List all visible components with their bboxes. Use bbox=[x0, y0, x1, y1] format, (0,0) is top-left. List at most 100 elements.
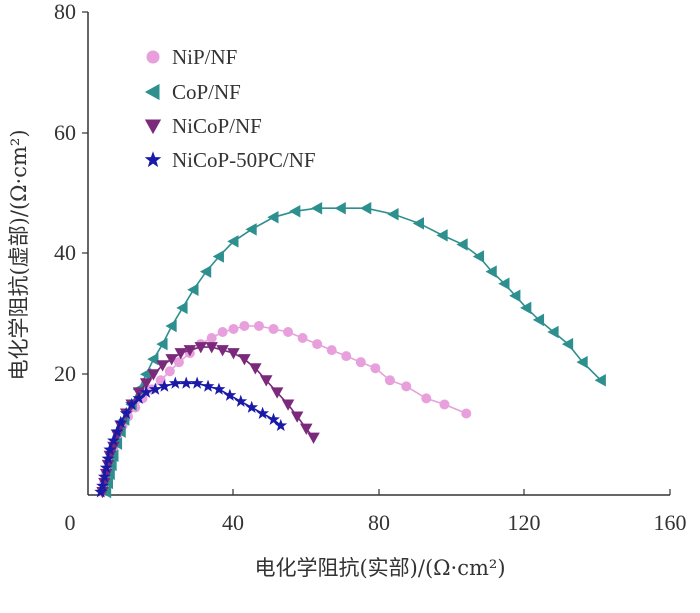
data-point-cop-nf bbox=[310, 201, 323, 215]
data-point-nicop-nf bbox=[174, 348, 188, 360]
data-point-cop-nf bbox=[360, 201, 372, 215]
data-point-nip-nf bbox=[355, 357, 366, 368]
data-point-nicop-nf bbox=[290, 411, 304, 423]
data-point-nicop-nf bbox=[194, 342, 208, 354]
series-nicop-50pc-nf bbox=[94, 376, 288, 498]
data-point-cop-nf bbox=[334, 201, 346, 215]
data-point-nip-nf bbox=[239, 320, 250, 331]
data-point-nicop-50pc-nf bbox=[274, 418, 288, 432]
data-point-nicop-nf bbox=[307, 432, 320, 444]
data-point-nicop-50pc-nf bbox=[125, 397, 139, 410]
legend-label-nicop-50pc: NiCoP-50PC/NF bbox=[172, 148, 316, 172]
data-point-nicop-50pc-nf bbox=[103, 442, 117, 456]
data-point-nicop-50pc-nf bbox=[99, 461, 113, 474]
data-point-nicop-nf bbox=[259, 375, 273, 387]
data-point-nicop-50pc-nf bbox=[139, 385, 153, 398]
data-point-nicop-50pc-nf bbox=[119, 406, 133, 419]
series-line-nicop-nf bbox=[101, 346, 315, 493]
data-point-nicop-50pc-nf bbox=[256, 406, 270, 419]
data-point-nip-nf bbox=[421, 393, 432, 404]
x-tick-label: 40 bbox=[222, 510, 244, 535]
data-point-cop-nf bbox=[412, 217, 425, 230]
data-point-nip-nf bbox=[228, 323, 239, 334]
data-point-cop-nf bbox=[227, 235, 239, 248]
data-point-nicop-50pc-nf bbox=[212, 382, 226, 395]
y-tick-label: 20 bbox=[54, 361, 76, 386]
data-point-nicop-50pc-nf bbox=[168, 376, 182, 389]
x-tick-label: 160 bbox=[654, 510, 687, 535]
x-tick-label: 120 bbox=[508, 510, 541, 535]
data-point-cop-nf bbox=[267, 211, 279, 224]
data-point-nicop-nf bbox=[139, 378, 153, 390]
data-point-nip-nf bbox=[268, 323, 279, 334]
legend-marker-nip-nf bbox=[146, 50, 160, 64]
legend-label-cop: CoP/NF bbox=[172, 80, 241, 104]
data-point-nicop-nf bbox=[238, 354, 251, 366]
data-point-nip-nf bbox=[439, 399, 450, 410]
legend-label-nicop: NiCoP/NF bbox=[172, 114, 262, 138]
data-point-nicop-50pc-nf bbox=[114, 415, 128, 429]
data-point-nicop-50pc-nf bbox=[110, 424, 124, 438]
y-tick-label: 80 bbox=[54, 0, 76, 24]
y-axis-title: 电化学阻抗(虚部)/(Ω·cm²) bbox=[7, 129, 31, 380]
data-point-cop-nf bbox=[472, 250, 485, 263]
data-point-cop-nf bbox=[532, 313, 545, 327]
data-point-nip-nf bbox=[312, 339, 323, 350]
data-point-cop-nf bbox=[387, 208, 399, 221]
data-point-nicop-nf bbox=[249, 363, 262, 375]
legend-marker-nicop-50pc-nf bbox=[144, 151, 162, 168]
legend-marker-nicop-nf bbox=[144, 119, 162, 135]
data-point-cop-nf bbox=[187, 283, 199, 296]
data-point-nip-nf bbox=[173, 357, 184, 368]
data-point-nip-nf bbox=[341, 351, 352, 362]
data-point-cop-nf bbox=[576, 355, 588, 369]
data-point-nicop-nf bbox=[216, 345, 229, 357]
data-point-nip-nf bbox=[206, 333, 217, 344]
x-tick-label: 80 bbox=[368, 510, 390, 535]
series-line-nip-nf bbox=[101, 325, 467, 493]
data-point-nicop-nf bbox=[165, 354, 178, 366]
data-point-nip-nf bbox=[370, 363, 381, 374]
data-point-nicop-nf bbox=[227, 348, 240, 360]
data-point-cop-nf bbox=[498, 277, 510, 290]
data-point-nicop-nf bbox=[110, 429, 124, 441]
data-point-cop-nf bbox=[156, 337, 168, 351]
data-point-nicop-50pc-nf bbox=[107, 433, 120, 447]
legend-label-nip: NiP/NF bbox=[172, 45, 237, 69]
legend: NiP/NF CoP/NF NiCoP/NF NiCoP-50PC/NF bbox=[144, 45, 316, 172]
data-point-nicop-50pc-nf bbox=[97, 470, 111, 483]
data-point-nicop-nf bbox=[270, 387, 284, 399]
y-tick-label: 60 bbox=[54, 120, 76, 145]
plot-area bbox=[94, 201, 606, 499]
data-point-cop-nf bbox=[436, 229, 448, 242]
data-point-cop-nf bbox=[456, 238, 468, 251]
data-point-cop-nf bbox=[199, 265, 212, 278]
data-point-nicop-50pc-nf bbox=[179, 376, 193, 389]
data-point-cop-nf bbox=[147, 352, 159, 366]
data-point-nicop-nf bbox=[156, 360, 169, 372]
data-point-cop-nf bbox=[509, 289, 521, 303]
data-point-cop-nf bbox=[176, 301, 188, 315]
series-nip-nf bbox=[97, 320, 472, 497]
data-point-cop-nf bbox=[561, 337, 574, 351]
data-point-cop-nf bbox=[485, 265, 497, 278]
data-point-cop-nf bbox=[245, 223, 257, 236]
data-point-nip-nf bbox=[401, 381, 412, 392]
data-point-nicop-nf bbox=[183, 345, 197, 357]
data-point-nicop-50pc-nf bbox=[190, 376, 204, 389]
data-point-nicop-nf bbox=[114, 420, 127, 432]
x-axis-title: 电化学阻抗(实部)/(Ω·cm²) bbox=[254, 556, 505, 580]
legend-markers bbox=[144, 50, 162, 168]
data-point-nicop-50pc-nf bbox=[201, 379, 215, 392]
data-point-nip-nf bbox=[283, 326, 294, 337]
legend-marker-cop-nf bbox=[144, 83, 160, 101]
data-point-nip-nf bbox=[164, 366, 175, 377]
data-point-nip-nf bbox=[461, 408, 472, 419]
data-point-nicop-50pc-nf bbox=[245, 400, 259, 413]
data-point-nicop-nf bbox=[205, 342, 218, 354]
data-point-nicop-50pc-nf bbox=[148, 382, 162, 395]
data-point-nip-nf bbox=[326, 345, 337, 356]
data-point-nicop-50pc-nf bbox=[101, 452, 115, 465]
y-axis-ticks: 20 40 60 80 bbox=[54, 0, 88, 386]
